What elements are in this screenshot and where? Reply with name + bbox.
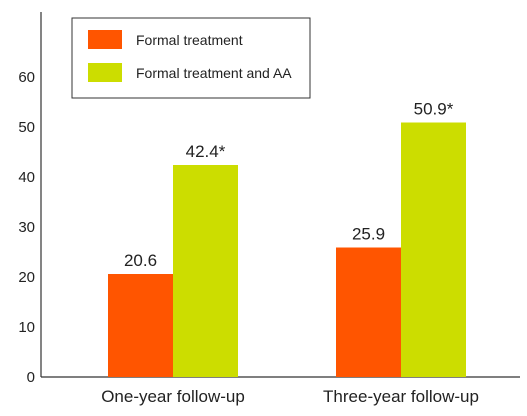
y-tick-label: 60 [18,69,35,86]
legend: Formal treatment Formal treatment and AA [71,17,311,99]
bar-value-label: 25.9 [352,225,385,244]
y-tick-label: 10 [18,319,35,336]
y-tick-label: 30 [18,219,35,236]
bar-value-label: 50.9* [414,100,454,119]
bar-value-label: 42.4* [186,142,226,161]
bar [173,165,238,377]
bar-value-label: 20.6 [124,251,157,270]
legend-swatch-formal [88,30,122,49]
x-tick-labels: One-year follow-up Three-year follow-up [101,387,479,406]
y-tick-labels: 0 10 20 30 40 50 60 [18,69,35,386]
x-tick-label: Three-year follow-up [323,387,479,406]
y-tick-label: 40 [18,169,35,186]
x-tick-label: One-year follow-up [101,387,245,406]
bars [108,122,466,377]
bar [336,247,401,377]
y-tick-label: 20 [18,269,35,286]
legend-label-formal: Formal treatment [136,32,243,48]
legend-swatch-formal-aa [88,63,122,82]
bar-value-labels: 20.6 42.4* 25.9 50.9* [124,100,454,271]
bar [108,274,173,377]
y-tick-label: 0 [27,369,35,386]
bar [401,122,466,377]
y-tick-label: 50 [18,119,35,136]
legend-label-formal-aa: Formal treatment and AA [136,65,292,81]
